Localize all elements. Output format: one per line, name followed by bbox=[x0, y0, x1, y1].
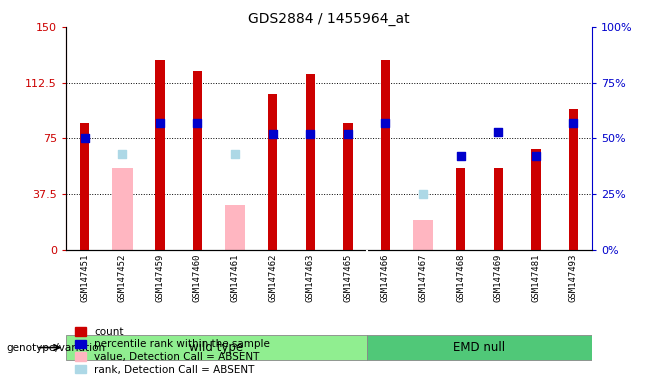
Point bbox=[343, 131, 353, 137]
Text: GSM147468: GSM147468 bbox=[456, 254, 465, 302]
Bar bbox=[494, 168, 503, 250]
Point bbox=[192, 119, 203, 126]
Point bbox=[117, 151, 128, 157]
Text: GDS2884 / 1455964_at: GDS2884 / 1455964_at bbox=[248, 12, 410, 25]
Point bbox=[80, 135, 90, 141]
Bar bbox=[305, 74, 315, 250]
Text: GSM147463: GSM147463 bbox=[306, 254, 315, 302]
Point bbox=[493, 129, 503, 135]
Bar bbox=[155, 60, 164, 250]
Bar bbox=[367, 336, 592, 359]
Point bbox=[568, 119, 578, 126]
Text: GSM147451: GSM147451 bbox=[80, 254, 89, 302]
Bar bbox=[343, 123, 353, 250]
Point bbox=[305, 131, 315, 137]
Text: GSM147466: GSM147466 bbox=[381, 254, 390, 302]
Bar bbox=[112, 168, 132, 250]
Point bbox=[530, 153, 541, 159]
Point bbox=[380, 119, 391, 126]
Bar bbox=[381, 60, 390, 250]
Point bbox=[155, 119, 165, 126]
Text: GSM147460: GSM147460 bbox=[193, 254, 202, 302]
Point bbox=[267, 131, 278, 137]
Bar bbox=[456, 168, 465, 250]
Point bbox=[418, 191, 428, 197]
Bar bbox=[193, 71, 202, 250]
Bar bbox=[569, 109, 578, 250]
Text: genotype/variation: genotype/variation bbox=[7, 343, 106, 353]
Text: GSM147469: GSM147469 bbox=[494, 254, 503, 302]
Point bbox=[455, 153, 466, 159]
Text: EMD null: EMD null bbox=[453, 341, 505, 354]
Point bbox=[230, 151, 240, 157]
Text: GSM147462: GSM147462 bbox=[268, 254, 277, 302]
Text: GSM147452: GSM147452 bbox=[118, 254, 127, 302]
Text: GSM147481: GSM147481 bbox=[531, 254, 540, 302]
Bar bbox=[66, 336, 367, 359]
Legend: count, percentile rank within the sample, value, Detection Call = ABSENT, rank, : count, percentile rank within the sample… bbox=[71, 323, 274, 379]
Bar bbox=[80, 123, 89, 250]
Text: GSM147493: GSM147493 bbox=[569, 254, 578, 302]
Text: GSM147465: GSM147465 bbox=[343, 254, 352, 302]
Bar bbox=[224, 205, 245, 250]
Text: wild type: wild type bbox=[189, 341, 243, 354]
Bar bbox=[413, 220, 434, 250]
Text: GSM147467: GSM147467 bbox=[418, 254, 428, 302]
Text: GSM147461: GSM147461 bbox=[230, 254, 240, 302]
Bar bbox=[531, 149, 540, 250]
Bar bbox=[268, 94, 277, 250]
Text: GSM147459: GSM147459 bbox=[155, 254, 164, 302]
